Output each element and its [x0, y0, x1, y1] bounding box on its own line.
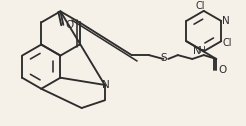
Text: S: S	[160, 53, 167, 62]
Text: N: N	[193, 46, 201, 56]
Text: Cl: Cl	[222, 38, 232, 48]
Text: O: O	[218, 66, 226, 75]
Text: Cl: Cl	[195, 1, 205, 11]
Text: H: H	[199, 46, 205, 55]
Text: N: N	[102, 80, 109, 90]
Text: O: O	[65, 20, 73, 30]
Text: N: N	[222, 16, 230, 26]
